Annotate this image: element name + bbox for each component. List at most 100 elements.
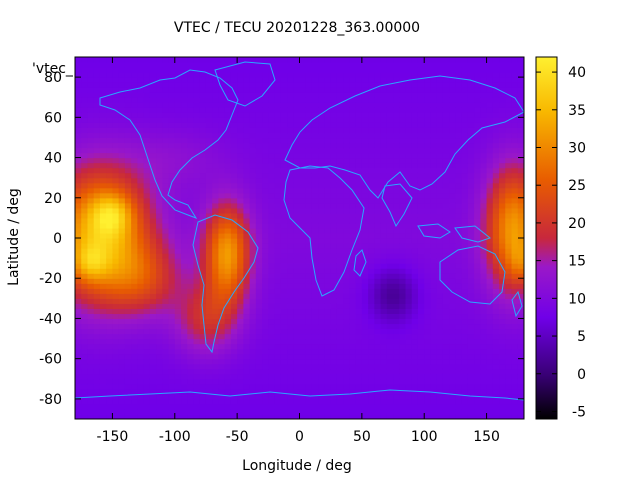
- heatmap-cell: [287, 92, 294, 98]
- heatmap-cell: [162, 308, 170, 315]
- heatmap-cell: [243, 112, 251, 118]
- heatmap-cell: [374, 152, 382, 159]
- heatmap-cell: [449, 77, 457, 83]
- heatmap-cell: [293, 253, 301, 259]
- heatmap-cell: [106, 403, 114, 410]
- heatmap-cell: [112, 167, 120, 174]
- heatmap-cell: [380, 107, 388, 113]
- heatmap-cell: [106, 142, 114, 149]
- heatmap-cell: [299, 343, 307, 350]
- heatmap-cell: [143, 137, 151, 144]
- heatmap-cell: [237, 97, 244, 103]
- heatmap-cell: [461, 57, 469, 63]
- heatmap-cell: [330, 373, 338, 380]
- heatmap-cell: [280, 378, 288, 385]
- heatmap-cell: [311, 313, 319, 320]
- heatmap-cell: [75, 162, 82, 169]
- heatmap-cell: [187, 62, 195, 68]
- heatmap-cell: [243, 232, 251, 239]
- heatmap-cell: [87, 67, 95, 73]
- heatmap-cell: [442, 403, 450, 410]
- heatmap-cell: [249, 117, 257, 123]
- heatmap-cell: [137, 127, 145, 134]
- heatmap-cell: [499, 142, 506, 149]
- heatmap-cell: [293, 132, 301, 139]
- heatmap-cell: [187, 303, 195, 309]
- heatmap-cell: [274, 72, 282, 78]
- heatmap-cell: [262, 413, 269, 419]
- heatmap-cell: [124, 162, 132, 169]
- heatmap-cell: [274, 283, 282, 289]
- heatmap-cell: [305, 107, 313, 113]
- heatmap-cell: [311, 368, 319, 375]
- heatmap-cell: [75, 117, 82, 123]
- heatmap-cell: [181, 378, 188, 385]
- heatmap-cell: [93, 378, 101, 385]
- heatmap-cell: [287, 318, 294, 325]
- heatmap-cell: [330, 192, 338, 199]
- heatmap-cell: [106, 132, 114, 139]
- heatmap-cell: [436, 92, 444, 98]
- heatmap-cell: [417, 348, 425, 355]
- heatmap-cell: [255, 107, 263, 113]
- heatmap-cell: [449, 358, 457, 365]
- heatmap-cell: [212, 298, 220, 304]
- heatmap-cell: [112, 333, 120, 340]
- heatmap-cell: [224, 248, 232, 254]
- heatmap-cell: [118, 177, 126, 184]
- heatmap-cell: [99, 77, 107, 83]
- heatmap-cell: [255, 232, 263, 239]
- heatmap-cell: [81, 217, 89, 224]
- heatmap-cell: [442, 112, 450, 118]
- heatmap-cell: [224, 157, 232, 164]
- heatmap-cell: [480, 77, 488, 83]
- heatmap-cell: [324, 393, 332, 400]
- heatmap-cell: [374, 318, 382, 325]
- heatmap-cell: [137, 157, 145, 164]
- heatmap-cell: [193, 132, 201, 139]
- heatmap-cell: [330, 132, 338, 139]
- heatmap-cell: [205, 82, 213, 88]
- heatmap-cell: [149, 383, 157, 390]
- heatmap-cell: [118, 398, 126, 405]
- heatmap-cell: [499, 147, 506, 154]
- heatmap-cell: [293, 122, 301, 128]
- heatmap-cell: [168, 293, 176, 299]
- heatmap-cell: [75, 222, 82, 229]
- heatmap-cell: [430, 408, 438, 415]
- heatmap-cell: [311, 343, 319, 350]
- heatmap-cell: [299, 348, 307, 355]
- heatmap-cell: [87, 313, 95, 320]
- heatmap-cell: [318, 303, 326, 309]
- heatmap-cell: [324, 72, 332, 78]
- heatmap-cell: [380, 137, 388, 144]
- heatmap-cell: [112, 197, 120, 204]
- heatmap-cell: [199, 167, 207, 174]
- heatmap-cell: [274, 258, 282, 264]
- heatmap-cell: [368, 348, 375, 355]
- heatmap-cell: [124, 207, 132, 214]
- heatmap-cell: [343, 222, 350, 229]
- heatmap-cell: [349, 398, 357, 405]
- heatmap-cell: [486, 207, 494, 214]
- heatmap-cell: [149, 132, 157, 139]
- heatmap-cell: [349, 177, 357, 184]
- heatmap-cell: [474, 268, 481, 274]
- heatmap-cell: [99, 197, 107, 204]
- heatmap-cell: [417, 403, 425, 410]
- heatmap-cell: [287, 167, 294, 174]
- heatmap-cell: [212, 263, 220, 269]
- heatmap-cell: [75, 268, 82, 274]
- heatmap-cell: [87, 207, 95, 214]
- heatmap-cell: [93, 333, 101, 340]
- heatmap-cell: [305, 227, 313, 234]
- heatmap-cell: [374, 212, 382, 219]
- heatmap-cell: [442, 368, 450, 375]
- heatmap-cell: [124, 283, 132, 289]
- heatmap-cell: [480, 107, 488, 113]
- heatmap-cell: [305, 77, 313, 83]
- heatmap-cell: [380, 167, 388, 174]
- heatmap-cell: [311, 383, 319, 390]
- heatmap-cell: [243, 62, 251, 68]
- heatmap-cell: [499, 132, 506, 139]
